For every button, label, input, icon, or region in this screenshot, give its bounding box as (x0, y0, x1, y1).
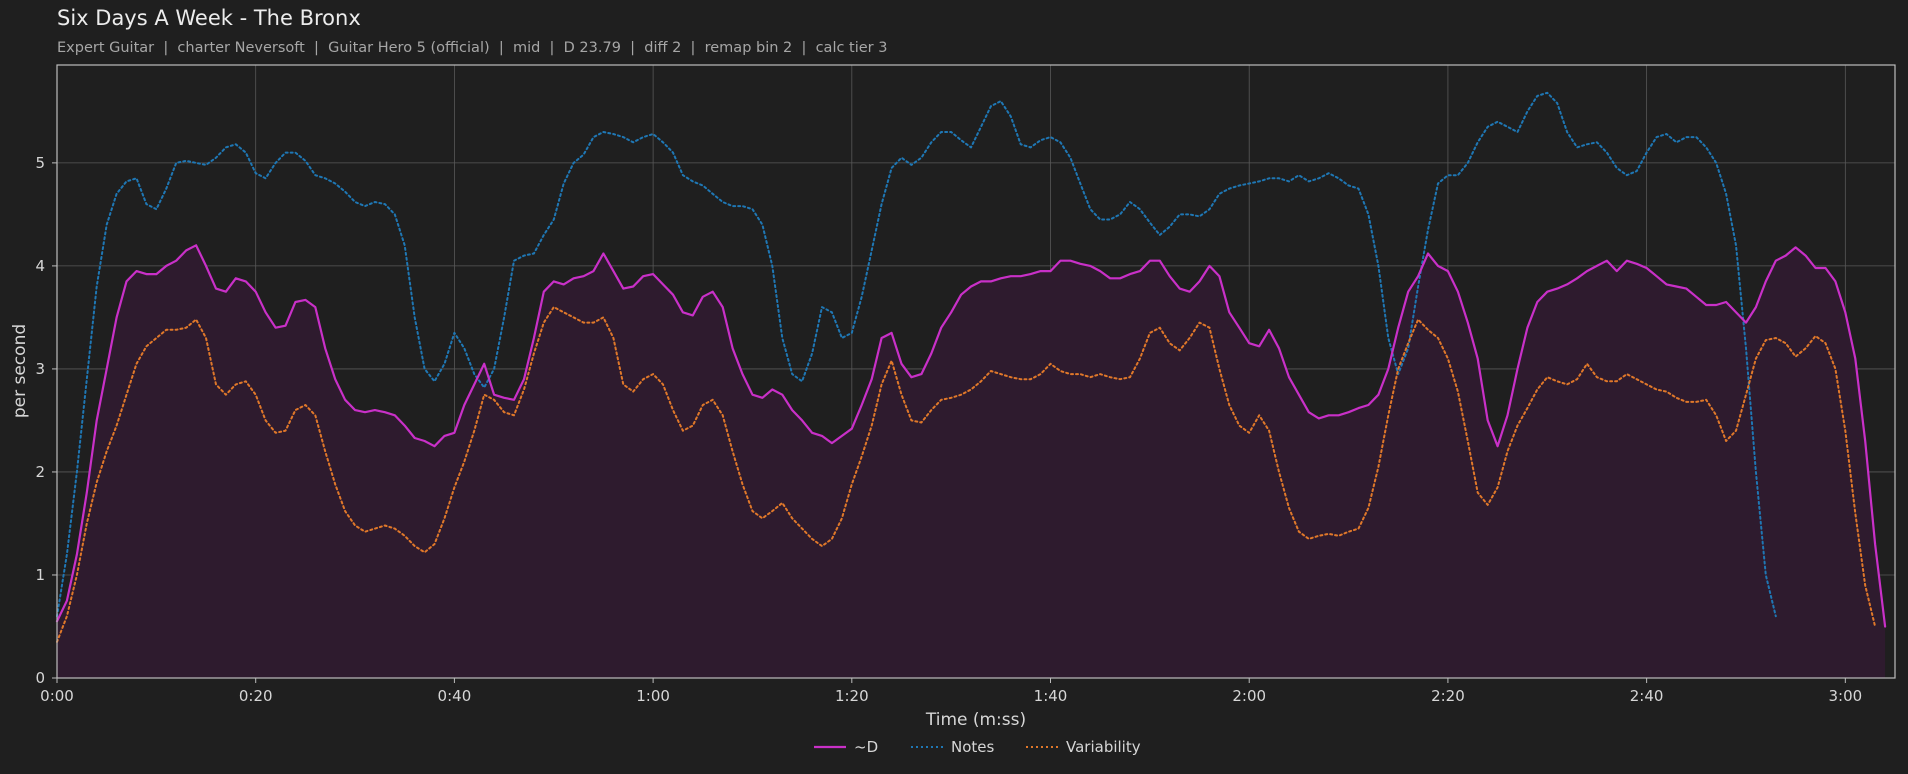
chart-subtitle: Expert Guitar | charter Neversoft | Guit… (57, 40, 888, 56)
ticks: 0:00 0:20 0:40 1:00 1:20 1:40 2:00 2:20 2:40 3:00… (35, 154, 1862, 705)
legend-label: Notes (951, 738, 995, 756)
y-tick-label: 4 (35, 257, 45, 275)
series-line-variability (56, 306, 1877, 643)
y-axis-label: per second (10, 324, 30, 418)
y-tick-label: 5 (35, 154, 45, 172)
series-line-d (55, 244, 1887, 628)
legend-item: ~D (814, 738, 878, 756)
legend: ~D Notes Variability (814, 738, 1141, 756)
y-tick-label: 3 (35, 360, 45, 378)
x-tick-label: 1:00 (636, 687, 670, 705)
d-area-fill (57, 245, 1886, 679)
x-tick-label: 3:00 (1828, 687, 1862, 705)
plot-frame (56, 64, 1896, 679)
series-line-notes (56, 91, 1777, 618)
y-tick-label: 0 (35, 669, 45, 687)
x-tick-label: 1:20 (835, 687, 869, 705)
y-tick-label: 2 (35, 463, 45, 481)
x-tick-label: 2:00 (1232, 687, 1266, 705)
y-tick-label: 1 (35, 566, 45, 584)
x-tick-label: 0:00 (40, 687, 74, 705)
series-layer (55, 91, 1887, 679)
x-tick-label: 2:40 (1630, 687, 1664, 705)
x-axis-label: Time (m:ss) (925, 710, 1026, 730)
legend-label: ~D (854, 738, 878, 756)
legend-item: Notes (911, 738, 995, 756)
chart-title: Six Days A Week - The Bronx (57, 6, 361, 30)
x-tick-label: 0:20 (239, 687, 273, 705)
legend-label: Variability (1066, 738, 1141, 756)
x-tick-label: 1:40 (1034, 687, 1068, 705)
x-tick-label: 0:40 (438, 687, 472, 705)
legend-item: Variability (1026, 738, 1141, 756)
x-tick-label: 2:20 (1431, 687, 1465, 705)
